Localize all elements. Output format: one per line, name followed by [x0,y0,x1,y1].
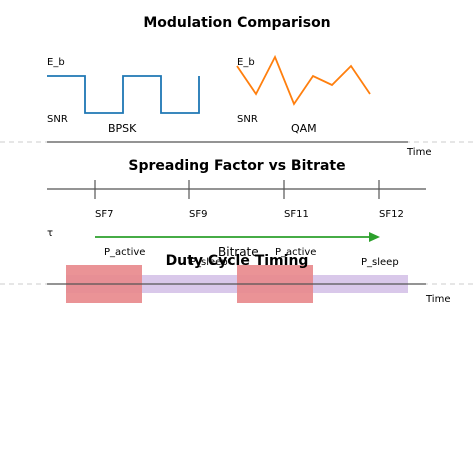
sleep-label-2: P_sleep [361,257,399,268]
modulation-time-label: Time [407,147,432,158]
active-label-1: P_active [104,247,146,258]
modulation-title: Modulation Comparison [143,15,331,31]
sf12-label: SF12 [379,209,404,220]
duty-title: Duty Cycle Timing [165,253,309,269]
bitrate-label: Bitrate [218,245,259,259]
spreading-title: Spreading Factor vs Bitrate [128,158,346,174]
bpsk-axis-top-label: E_b [47,57,65,68]
sf7-label: SF7 [95,209,114,220]
sf11-label: SF11 [284,209,309,220]
duty-time-label: Time [426,294,451,305]
bitrate-arrow-head [369,232,380,242]
tau-label: τ [47,228,54,239]
bpsk-axis-bottom-label: SNR [47,114,68,125]
bpsk-label: BPSK [108,122,137,135]
qam-label: QAM [291,122,317,135]
sleep-label-1: P_sleep [190,257,228,268]
active-label-2: P_active [275,247,317,258]
bpsk-waveform [47,75,200,114]
sf9-label: SF9 [189,209,208,220]
qam-axis-bottom-label: SNR [237,114,258,125]
qam-waveform [236,54,371,106]
qam-axis-top-label: E_b [237,57,255,68]
